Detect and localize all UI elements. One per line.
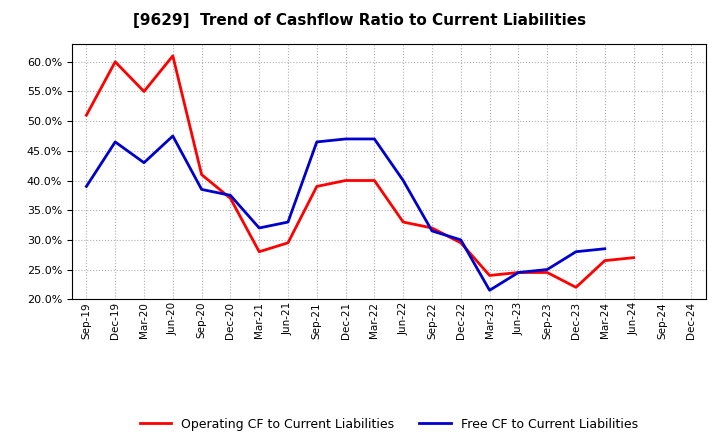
Operating CF to Current Liabilities xyxy=(140,89,148,94)
Operating CF to Current Liabilities xyxy=(226,196,235,201)
Free CF to Current Liabilities xyxy=(514,270,523,275)
Line: Free CF to Current Liabilities: Free CF to Current Liabilities xyxy=(86,136,605,290)
Free CF to Current Liabilities xyxy=(111,139,120,145)
Operating CF to Current Liabilities xyxy=(456,240,465,246)
Operating CF to Current Liabilities xyxy=(255,249,264,254)
Operating CF to Current Liabilities xyxy=(284,240,292,246)
Operating CF to Current Liabilities xyxy=(370,178,379,183)
Free CF to Current Liabilities xyxy=(140,160,148,165)
Legend: Operating CF to Current Liabilities, Free CF to Current Liabilities: Operating CF to Current Liabilities, Fre… xyxy=(135,413,643,436)
Free CF to Current Liabilities xyxy=(341,136,350,142)
Free CF to Current Liabilities xyxy=(226,193,235,198)
Operating CF to Current Liabilities xyxy=(600,258,609,263)
Free CF to Current Liabilities xyxy=(572,249,580,254)
Text: [9629]  Trend of Cashflow Ratio to Current Liabilities: [9629] Trend of Cashflow Ratio to Curren… xyxy=(133,13,587,28)
Operating CF to Current Liabilities xyxy=(82,113,91,118)
Free CF to Current Liabilities xyxy=(428,228,436,234)
Free CF to Current Liabilities xyxy=(168,133,177,139)
Free CF to Current Liabilities xyxy=(284,220,292,225)
Free CF to Current Liabilities xyxy=(600,246,609,251)
Free CF to Current Liabilities xyxy=(399,178,408,183)
Free CF to Current Liabilities xyxy=(82,184,91,189)
Operating CF to Current Liabilities xyxy=(428,225,436,231)
Operating CF to Current Liabilities xyxy=(197,172,206,177)
Operating CF to Current Liabilities xyxy=(485,273,494,278)
Operating CF to Current Liabilities xyxy=(341,178,350,183)
Operating CF to Current Liabilities xyxy=(572,285,580,290)
Free CF to Current Liabilities xyxy=(197,187,206,192)
Free CF to Current Liabilities xyxy=(255,225,264,231)
Free CF to Current Liabilities xyxy=(312,139,321,145)
Free CF to Current Liabilities xyxy=(456,237,465,242)
Free CF to Current Liabilities xyxy=(370,136,379,142)
Free CF to Current Liabilities xyxy=(543,267,552,272)
Free CF to Current Liabilities xyxy=(485,288,494,293)
Operating CF to Current Liabilities xyxy=(312,184,321,189)
Operating CF to Current Liabilities xyxy=(399,220,408,225)
Operating CF to Current Liabilities xyxy=(168,53,177,59)
Operating CF to Current Liabilities xyxy=(629,255,638,260)
Operating CF to Current Liabilities xyxy=(543,270,552,275)
Operating CF to Current Liabilities xyxy=(111,59,120,64)
Operating CF to Current Liabilities xyxy=(514,270,523,275)
Line: Operating CF to Current Liabilities: Operating CF to Current Liabilities xyxy=(86,56,634,287)
